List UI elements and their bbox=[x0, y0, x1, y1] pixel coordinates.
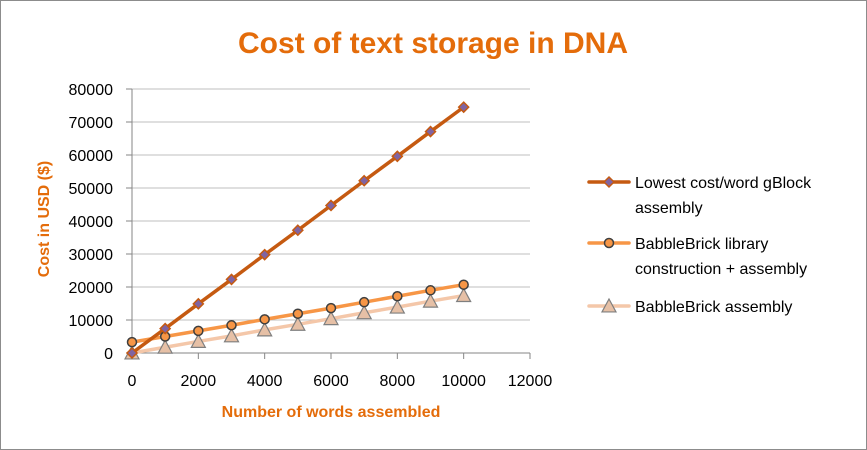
data-point-series-3 bbox=[356, 304, 373, 320]
data-point-series-3 bbox=[157, 338, 174, 354]
series-markers bbox=[123, 101, 472, 360]
data-point-series-3 bbox=[389, 298, 406, 314]
data-point-series-2 bbox=[193, 325, 204, 337]
legend-label-1: assembly bbox=[635, 200, 703, 217]
legend-label-3: BabbleBrick assembly bbox=[635, 299, 792, 316]
chart-title: Cost of text storage in DNA bbox=[238, 27, 628, 60]
y-tick-labels: 0 10000 20000 30000 40000 50000 60000 70000 8000… bbox=[69, 82, 114, 363]
legend-label-1: Lowest cost/word gBlock bbox=[635, 175, 812, 192]
y-axis-title: Cost in USD ($) bbox=[36, 161, 53, 277]
x-tick-label: 10000 bbox=[441, 373, 486, 390]
data-point-series-1 bbox=[258, 248, 271, 261]
x-tick-label: 6000 bbox=[313, 373, 349, 390]
data-point-series-1 bbox=[424, 125, 437, 138]
x-tick-label: 0 bbox=[128, 373, 137, 390]
legend: Lowest cost/word gBlock assembly BabbleBri… bbox=[587, 175, 812, 316]
x-axis-title: Number of words assembled bbox=[222, 404, 441, 421]
data-point-series-2 bbox=[226, 320, 237, 331]
y-tick-label: 60000 bbox=[69, 148, 114, 165]
data-point-series-3 bbox=[422, 292, 439, 308]
data-point-series-2 bbox=[325, 302, 337, 314]
x-tick-label: 2000 bbox=[181, 373, 217, 390]
gridlines bbox=[132, 88, 530, 321]
legend-marker-2 bbox=[603, 237, 615, 249]
legend-marker-3 bbox=[600, 297, 618, 313]
data-point-series-1 bbox=[358, 174, 371, 187]
x-tick-labels: 0 2000 4000 6000 8000 10000 12000 bbox=[128, 373, 553, 390]
y-tick-label: 30000 bbox=[69, 247, 114, 264]
y-tick-label: 70000 bbox=[69, 115, 114, 132]
data-point-series-3 bbox=[322, 310, 340, 326]
data-point-series-2 bbox=[126, 336, 138, 348]
data-point-series-3 bbox=[289, 316, 306, 331]
data-point-series-1 bbox=[159, 322, 172, 335]
data-point-series-1 bbox=[192, 297, 205, 310]
axes bbox=[126, 88, 531, 359]
data-point-series-1 bbox=[457, 101, 470, 114]
y-tick-label: 40000 bbox=[69, 214, 114, 231]
data-point-series-2 bbox=[358, 296, 370, 308]
legend-marker-1 bbox=[602, 175, 616, 189]
legend-label-2: construction + assembly bbox=[635, 261, 807, 278]
data-point-series-3 bbox=[223, 327, 240, 343]
data-point-series-2 bbox=[259, 314, 270, 325]
data-point-series-1 bbox=[391, 150, 404, 163]
y-tick-label: 20000 bbox=[69, 280, 114, 297]
x-tick-label: 8000 bbox=[380, 373, 416, 390]
data-point-series-2 bbox=[292, 308, 304, 319]
data-point-series-2 bbox=[458, 279, 469, 290]
data-point-series-1 bbox=[125, 346, 139, 360]
data-point-series-1 bbox=[324, 199, 338, 212]
legend-label-2: BabbleBrick library bbox=[635, 236, 768, 253]
data-point-series-3 bbox=[190, 333, 207, 348]
y-tick-label: 0 bbox=[104, 346, 113, 363]
x-tick-label: 12000 bbox=[508, 373, 553, 390]
data-point-series-2 bbox=[425, 285, 436, 296]
data-point-series-2 bbox=[392, 290, 403, 302]
y-tick-label: 10000 bbox=[69, 313, 114, 330]
y-tick-label: 80000 bbox=[69, 82, 114, 99]
x-tick-label: 4000 bbox=[247, 373, 283, 390]
y-tick-label: 50000 bbox=[69, 181, 114, 198]
data-point-series-3 bbox=[455, 287, 472, 303]
data-point-series-1 bbox=[225, 273, 238, 286]
data-point-series-1 bbox=[291, 224, 304, 237]
data-point-series-3 bbox=[256, 321, 273, 337]
